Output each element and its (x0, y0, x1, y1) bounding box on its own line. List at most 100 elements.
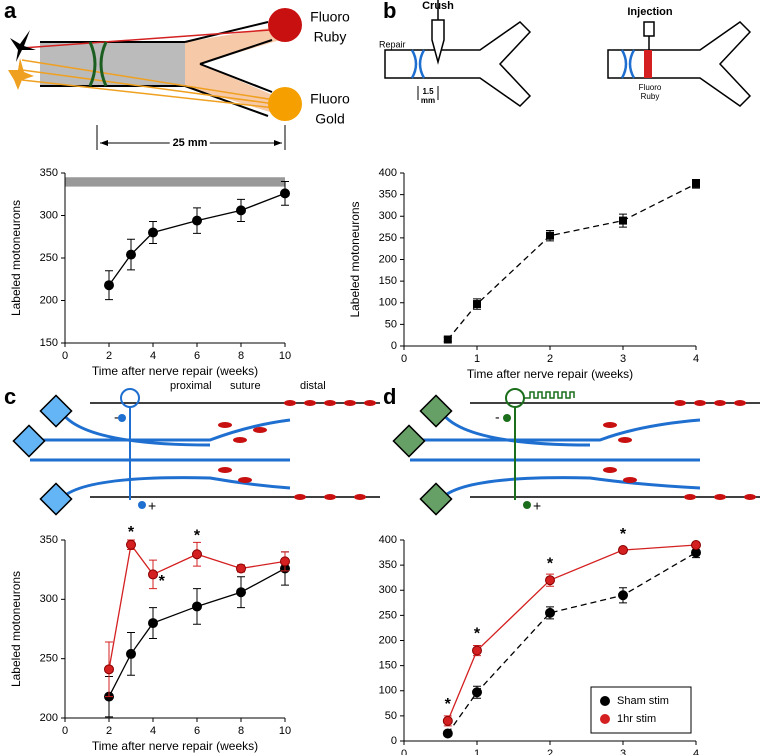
series-line (108, 543, 286, 670)
nerve-diagram (392, 388, 760, 516)
x-axis-label: Time after nerve repair (weeks) (467, 367, 633, 381)
diagram-label: Fluoro (639, 83, 662, 92)
x-tick-label: 3 (620, 353, 626, 365)
data-point (473, 300, 481, 309)
diagram-label: suture (230, 380, 261, 392)
diagram-label: Fluoro (310, 91, 350, 107)
data-point (545, 607, 555, 618)
x-tick-label: 1 (474, 748, 480, 755)
x-tick-label: 2 (547, 353, 553, 365)
data-point (192, 549, 202, 560)
legend-marker (600, 714, 610, 724)
y-tick-label: 300 (40, 593, 58, 605)
diagram-label: 1.5 (422, 87, 434, 96)
y-tick-label: 100 (379, 685, 397, 697)
panel-letter: a (4, 0, 17, 23)
data-point (126, 648, 136, 659)
reference-band (65, 177, 285, 187)
diagram-label: distal (300, 380, 326, 392)
data-point (545, 575, 555, 586)
x-tick-label: 2 (106, 725, 112, 737)
x-tick-label: 0 (401, 353, 407, 365)
significance-mark: * (194, 528, 201, 545)
x-tick-label: 8 (238, 725, 244, 737)
x-axis-label: Time after nerve repair (weeks) (92, 364, 258, 378)
diagram-label: - (495, 409, 500, 425)
significance-mark: * (620, 526, 627, 543)
data-point (148, 227, 158, 238)
y-tick-label: 300 (379, 210, 397, 222)
y-tick-label: 150 (379, 275, 397, 287)
x-tick-label: 4 (150, 725, 156, 737)
y-tick-label: 300 (40, 209, 58, 221)
diagram-label: 25 mm (173, 137, 208, 149)
y-tick-label: 200 (379, 634, 397, 646)
y-tick-label: 0 (391, 340, 397, 352)
y-tick-label: 350 (379, 559, 397, 571)
series-line (447, 183, 697, 340)
panel-letter: b (383, 0, 396, 23)
x-tick-label: 4 (693, 353, 699, 365)
data-point (126, 249, 136, 260)
y-tick-label: 150 (379, 660, 397, 672)
data-point (692, 179, 700, 188)
data-point (104, 664, 114, 675)
diagram-label: Ruby (641, 92, 660, 101)
data-point (442, 715, 453, 726)
y-tick-label: 100 (379, 297, 397, 309)
y-tick-label: 200 (40, 294, 58, 306)
y-tick-label: 250 (379, 609, 397, 621)
nerve-diagram (12, 388, 380, 516)
data-point (236, 587, 246, 598)
y-tick-label: 250 (379, 232, 397, 244)
y-tick-label: 0 (391, 735, 397, 747)
data-point (148, 618, 158, 629)
data-point (443, 335, 452, 344)
panel-letter: d (383, 384, 396, 409)
data-point (126, 539, 136, 550)
x-tick-label: 0 (62, 350, 68, 362)
diagram-label: Injection (627, 6, 673, 18)
x-tick-label: 0 (401, 748, 407, 755)
y-tick-label: 400 (379, 167, 397, 179)
diagram-label: + (148, 498, 156, 514)
y-tick-label: 50 (385, 318, 397, 330)
diagram-label: mm (421, 96, 435, 105)
data-point (104, 280, 114, 291)
y-tick-label: 50 (385, 710, 397, 722)
data-point (442, 728, 453, 739)
data-point (236, 563, 246, 574)
diagram-label: Repair (379, 39, 406, 49)
nerve-diagram (384, 0, 752, 107)
y-axis-label: Labeled motoneurons (348, 201, 362, 317)
y-tick-label: 350 (40, 534, 58, 546)
data-point (546, 231, 554, 240)
x-axis-label: Time after nerve repair (weeks) (92, 739, 258, 753)
x-tick-label: 4 (150, 350, 156, 362)
diagram-label: Ruby (314, 29, 347, 45)
data-point (280, 188, 290, 199)
y-tick-label: 350 (379, 189, 397, 201)
x-tick-label: 8 (238, 350, 244, 362)
significance-mark: * (474, 626, 481, 643)
significance-mark: * (128, 524, 135, 541)
y-tick-label: 250 (40, 653, 58, 665)
y-tick-label: 350 (40, 167, 58, 179)
x-tick-label: 2 (106, 350, 112, 362)
y-axis-label: Labeled motoneurons (9, 200, 23, 316)
series-line (108, 567, 286, 697)
x-tick-label: 1 (474, 353, 480, 365)
x-tick-label: 4 (693, 748, 699, 755)
diagram-label: + (533, 498, 541, 514)
nerve-diagram (8, 8, 302, 150)
diagram-label: - (114, 409, 119, 425)
data-point (192, 215, 202, 226)
data-point (691, 540, 701, 551)
diagram-label: Gold (315, 111, 345, 127)
data-point (280, 556, 290, 567)
legend-marker (600, 696, 610, 706)
data-point (619, 216, 627, 225)
data-point (148, 569, 158, 580)
x-tick-label: 3 (620, 748, 626, 755)
